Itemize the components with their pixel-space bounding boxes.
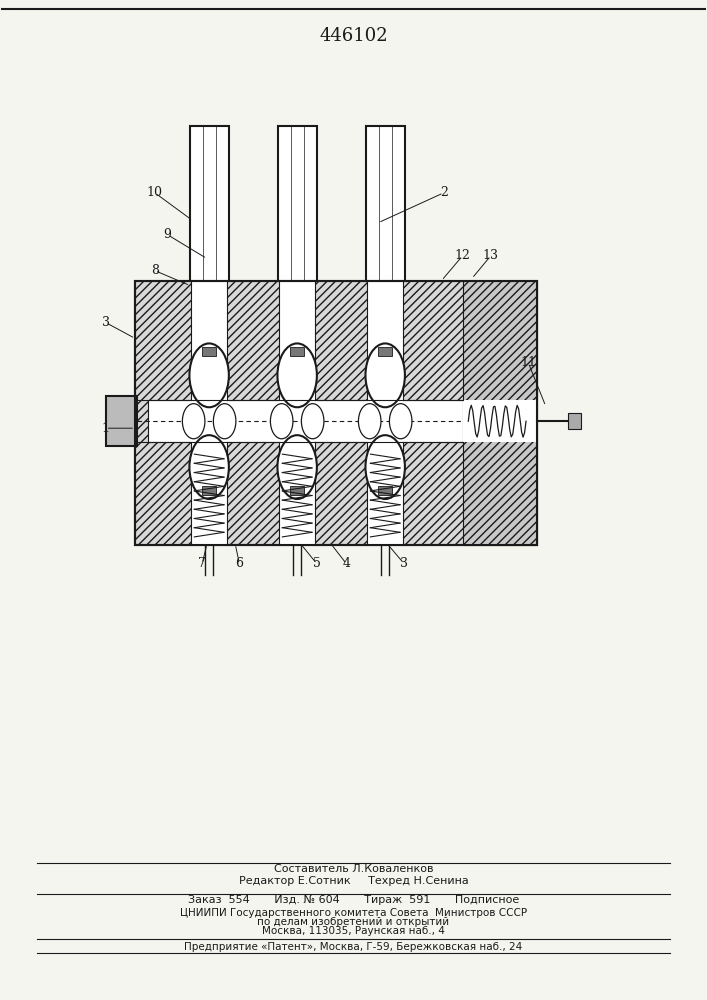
Text: Редактор Е.Сотник     Техред Н.Сенина: Редактор Е.Сотник Техред Н.Сенина (239, 876, 468, 886)
Bar (568, 413, 581, 429)
Ellipse shape (366, 343, 405, 407)
Bar (367, 440, 404, 545)
Ellipse shape (270, 404, 293, 439)
Bar (378, 347, 392, 356)
Text: 6: 6 (235, 557, 243, 570)
Text: Заказ  554       Изд. № 604       Тираж  591       Подписное: Заказ 554 Изд. № 604 Тираж 591 Подписное (188, 895, 519, 905)
Text: 9: 9 (163, 228, 172, 241)
Ellipse shape (301, 404, 324, 439)
Text: 4: 4 (342, 557, 351, 570)
Text: 2: 2 (440, 186, 448, 199)
Bar (148, 400, 462, 442)
Text: 8: 8 (151, 264, 159, 277)
Text: 12: 12 (455, 249, 471, 262)
Ellipse shape (277, 343, 317, 407)
Ellipse shape (277, 435, 317, 499)
Text: 10: 10 (147, 186, 163, 199)
Bar (191, 281, 228, 402)
Text: Москва, 113035, Раунская наб., 4: Москва, 113035, Раунская наб., 4 (262, 926, 445, 936)
Ellipse shape (189, 435, 229, 499)
Bar (191, 440, 228, 545)
Bar (190, 126, 229, 281)
Text: 3: 3 (102, 316, 110, 329)
Text: Составитель Л.Коваленков: Составитель Л.Коваленков (274, 864, 433, 874)
Ellipse shape (366, 435, 405, 499)
Text: по делам изобретений и открытий: по делам изобретений и открытий (257, 917, 450, 927)
Bar (279, 281, 315, 402)
Ellipse shape (182, 404, 205, 439)
Ellipse shape (214, 404, 236, 439)
Ellipse shape (358, 404, 381, 439)
Text: 7: 7 (198, 557, 206, 570)
Ellipse shape (189, 343, 229, 407)
Bar (278, 126, 317, 281)
Ellipse shape (390, 404, 412, 439)
Text: 5: 5 (313, 557, 321, 570)
Bar (367, 281, 404, 402)
Text: Предприятие «Патент», Москва, Г-59, Бережковская наб., 24: Предприятие «Патент», Москва, Г-59, Бере… (185, 942, 522, 952)
Bar (378, 486, 392, 495)
Bar (290, 347, 304, 356)
Text: 11: 11 (520, 356, 536, 369)
Bar (366, 126, 405, 281)
Text: 13: 13 (483, 249, 499, 262)
Bar (279, 440, 315, 545)
Text: 1: 1 (102, 422, 110, 435)
Bar (135, 281, 537, 545)
Bar (105, 396, 137, 446)
Bar (462, 400, 537, 442)
Bar (462, 281, 537, 545)
Text: 446102: 446102 (319, 27, 388, 45)
Bar (202, 347, 216, 356)
Text: 3: 3 (400, 557, 408, 570)
Bar (135, 281, 537, 545)
Bar (290, 486, 304, 495)
Bar (202, 486, 216, 495)
Text: ЦНИИПИ Государственного комитета Совета  Министров СССР: ЦНИИПИ Государственного комитета Совета … (180, 908, 527, 918)
